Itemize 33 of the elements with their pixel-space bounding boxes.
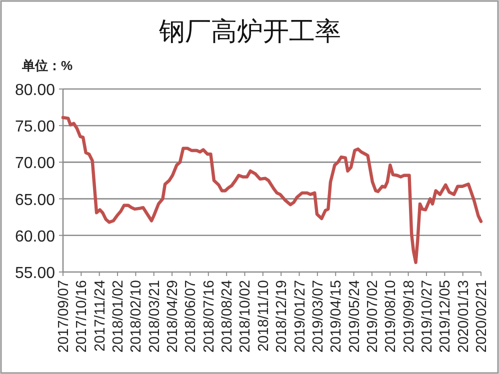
y-tick-label: 55.00 — [14, 265, 56, 282]
x-tick-label: 2017/10/16 — [74, 280, 90, 353]
x-tick-label: 2020/02/21 — [474, 280, 490, 353]
y-tick-label: 60.00 — [14, 228, 56, 246]
y-tick-label: 75.00 — [14, 118, 56, 136]
x-tick-label: 2019/10/27 — [419, 280, 436, 353]
x-tick-label: 2017/11/24 — [92, 280, 108, 352]
x-tick-label: 2020/01/13 — [456, 280, 472, 353]
x-tick-label: 2019/03/07 — [310, 280, 326, 353]
x-tick-label: 2018/04/29 — [165, 280, 182, 353]
x-tick-label: 2019/07/02 — [364, 280, 381, 353]
y-tick-label: 70.00 — [14, 155, 56, 172]
line-series — [61, 116, 483, 264]
x-tick-label: 2019/05/24 — [346, 280, 363, 353]
y-tick-label: 65.00 — [14, 192, 56, 209]
y-tick-label: 80.00 — [14, 82, 56, 99]
x-tick-label: 2018/11/10 — [256, 280, 272, 352]
chart-title: 钢厂高炉开工率 — [158, 17, 341, 47]
x-tick-label: 2019/04/15 — [328, 280, 345, 353]
x-tick-label: 2019/12/05 — [438, 280, 454, 353]
x-tick-label: 2019/09/18 — [401, 280, 418, 353]
x-tick-label: 2018/03/21 — [146, 280, 163, 353]
x-tick-label: 2018/01/02 — [110, 280, 127, 353]
x-tick-label: 2019/01/27 — [292, 280, 308, 353]
x-tick-label: 2018/08/24 — [220, 280, 236, 353]
x-tick-label: 2019/08/10 — [383, 280, 400, 353]
x-tick-label: 2017/09/07 — [56, 280, 72, 353]
y-axis-title: 单位：% — [21, 58, 73, 73]
x-tick-label: 2018/06/07 — [183, 280, 200, 353]
x-tick-label: 2018/10/02 — [238, 280, 254, 353]
x-tick-label: 2018/12/19 — [274, 280, 290, 353]
x-tick-label: 2018/02/10 — [128, 280, 145, 353]
x-tick-label: 2018/07/16 — [201, 280, 218, 353]
